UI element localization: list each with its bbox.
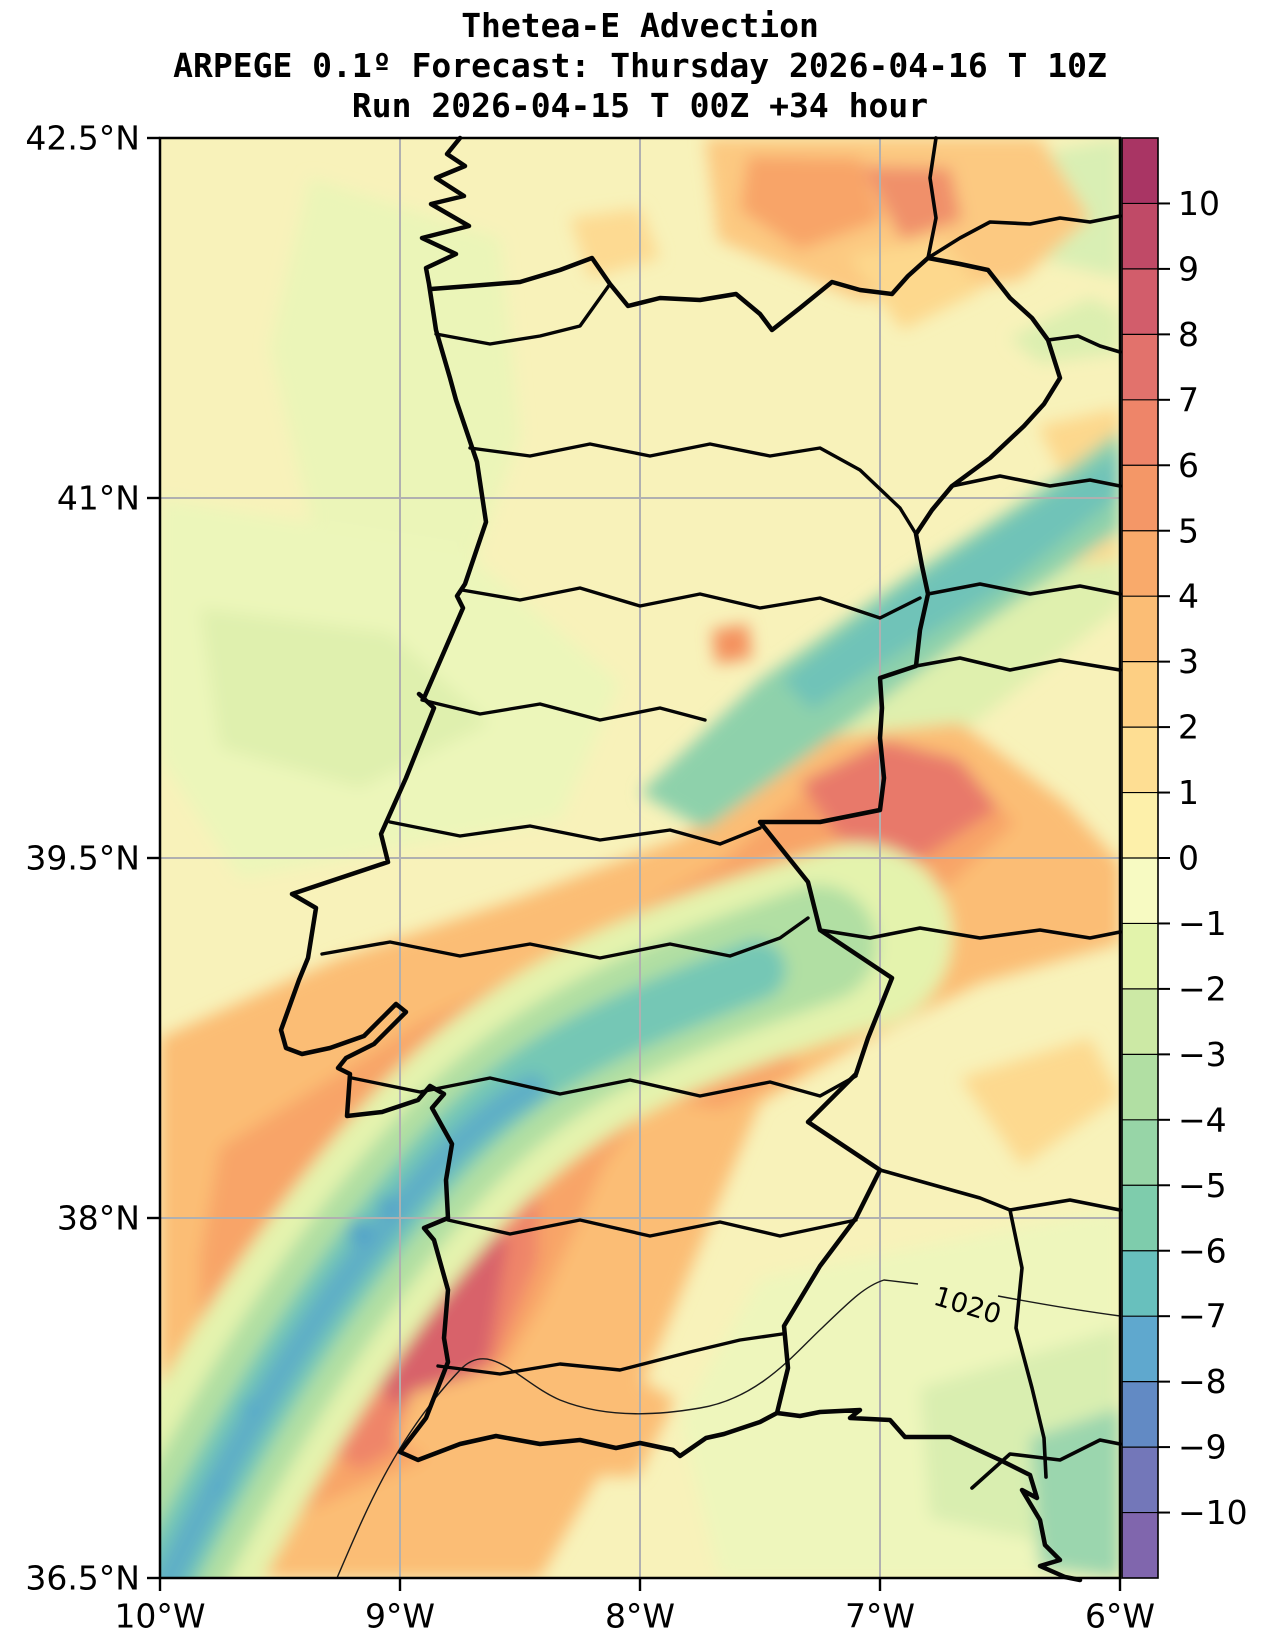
lat-tick-label: 38°N (57, 1199, 140, 1238)
colorbar-segment (1122, 1316, 1158, 1383)
colorbar-segment (1122, 138, 1158, 204)
colorbar-segment (1122, 530, 1158, 597)
lat-tick-label: 41°N (57, 479, 140, 518)
colorbar-tick-label: 1 (1178, 773, 1199, 812)
colorbar-segment (1122, 1250, 1158, 1317)
colorbar-segment (1122, 1054, 1158, 1121)
isobar-line (336, 1279, 1121, 1579)
colorbar-segment (1122, 268, 1158, 335)
province-boundaries (818, 136, 1122, 1490)
colorbar-tick-label: 0 (1178, 839, 1199, 878)
gridlines (160, 138, 1120, 1578)
colorbar-tick-label: −10 (1178, 1493, 1248, 1532)
title-line-3: Run 2026-04-15 T 00Z +34 hour (351, 86, 929, 125)
colorbar-segment (1122, 1381, 1158, 1448)
coast-and-borders (278, 135, 1122, 1583)
colorbar-tick-label: −3 (1178, 1035, 1227, 1074)
lon-tick-label: 8°W (605, 1597, 675, 1636)
colorbar-tick-label: −9 (1178, 1428, 1227, 1467)
colorbar-tick-label: 3 (1178, 642, 1199, 681)
colorbar-segment (1122, 858, 1158, 924)
lon-tick-label: 9°W (365, 1597, 435, 1636)
colorbar-segment (1122, 203, 1158, 270)
colorbar-segment (1122, 399, 1158, 466)
colorbar-tick-label: −1 (1178, 904, 1227, 943)
colorbar-segment (1122, 661, 1158, 728)
country-border (428, 255, 1063, 1416)
map-area: 1020 (158, 135, 1122, 1583)
lat-tick-label: 42.5°N (25, 119, 140, 158)
lon-tick-label: 7°W (845, 1597, 915, 1636)
title-line-2: ARPEGE 0.1º Forecast: Thursday 2026-04-1… (173, 46, 1107, 85)
colorbar-tick-label: 2 (1178, 708, 1199, 747)
colorbar-segment (1122, 1185, 1158, 1252)
colorbar-segment (1122, 1447, 1158, 1514)
colorbar-tick-label: 5 (1178, 511, 1199, 550)
colorbar-segment (1122, 923, 1158, 990)
colorbar-tick-label: 7 (1178, 380, 1199, 419)
colorbar-outline (1121, 137, 1159, 1579)
colorbar-tick-label: 9 (1178, 249, 1199, 288)
colorbar-tick-label: 6 (1178, 446, 1199, 485)
title-line-1: Thetea-E Advection (461, 6, 819, 45)
colorbar-tick-label: −7 (1178, 1297, 1227, 1336)
colorbar-tick-label: −2 (1178, 969, 1227, 1008)
colorbar-tick-label: 8 (1178, 315, 1199, 354)
lon-tick-label: 10°W (114, 1597, 205, 1636)
colorbar-tick-label: 4 (1178, 577, 1199, 616)
figure-title: Thetea-E Advection ARPEGE 0.1º Forecast:… (160, 6, 1120, 126)
colorbar-segment (1122, 988, 1158, 1055)
colorbar-segment (1122, 727, 1158, 794)
contour-field (160, 138, 1120, 1578)
colorbar-tick-label: −5 (1178, 1166, 1227, 1205)
district-boundaries (320, 282, 922, 1376)
colorbar-segment (1122, 1512, 1158, 1579)
colorbar-segment (1122, 465, 1158, 532)
colorbar-tick-label: −6 (1178, 1231, 1227, 1270)
colorbar-tick-label: −8 (1178, 1362, 1227, 1401)
colorbar-segment (1122, 596, 1158, 663)
axis-ticks: 42.5°N 41°N 39.5°N 38°N 36.5°N10°W 9°W 8°W 7°W 6… (25, 119, 1155, 1636)
lat-tick-label: 36.5°N (25, 1559, 140, 1598)
colorbar-segment (1122, 792, 1158, 859)
colorbar-tick-label: 10 (1178, 184, 1220, 223)
colorbar-segment (1122, 1119, 1158, 1186)
coastline (278, 135, 1083, 1583)
colorbar-segment (1122, 334, 1158, 401)
lon-tick-label: 6°W (1085, 1597, 1155, 1636)
colorbar-tick-label: −4 (1178, 1100, 1227, 1139)
lat-tick-label: 39.5°N (25, 839, 140, 878)
